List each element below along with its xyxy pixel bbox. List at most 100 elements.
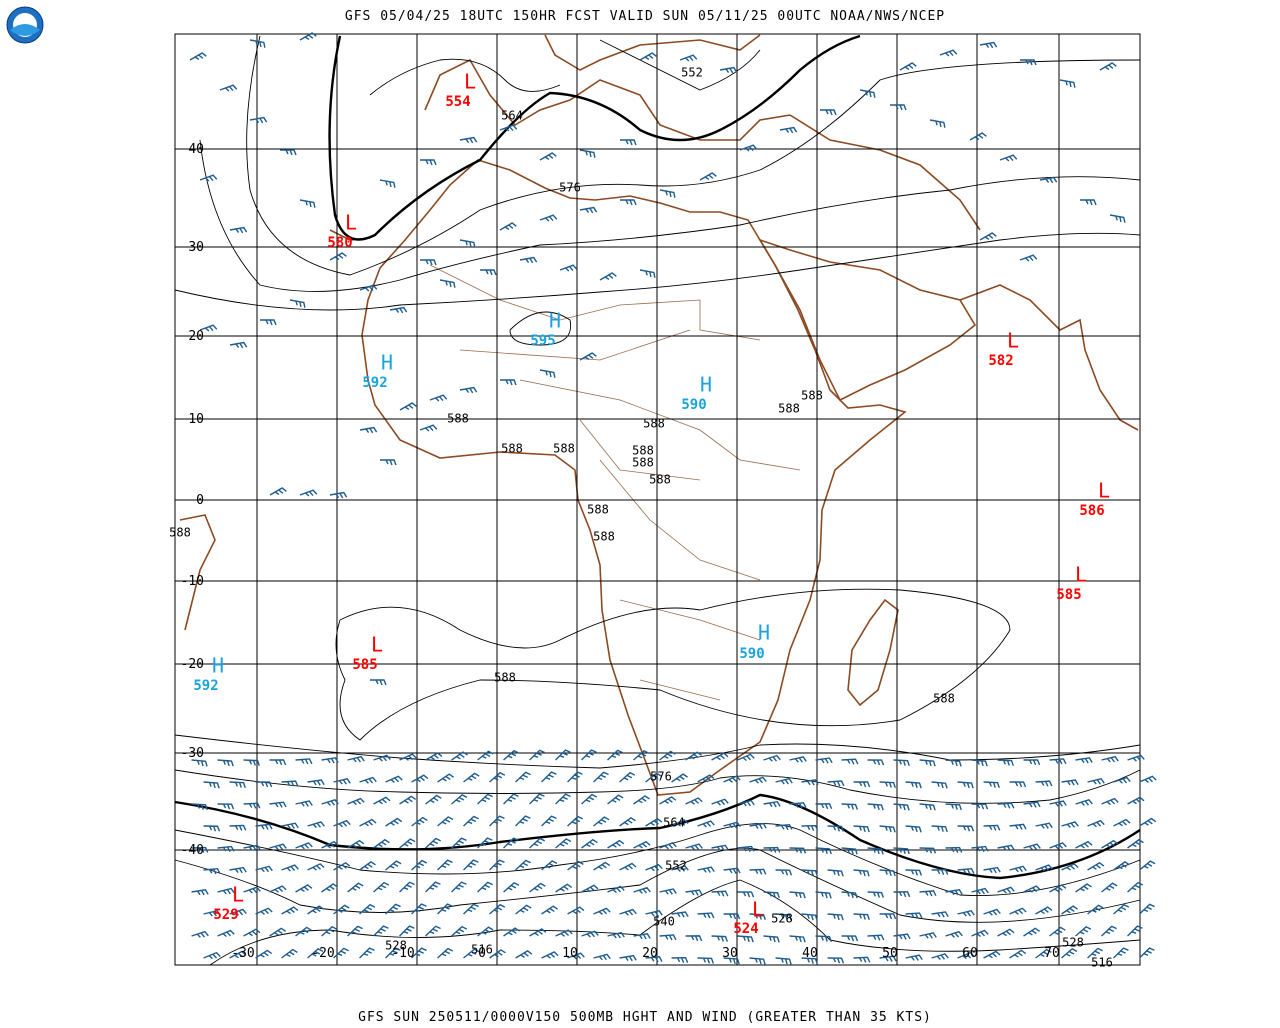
wind-barb	[633, 795, 650, 805]
barb-shape	[979, 232, 997, 241]
wind-barb	[420, 259, 437, 266]
wind-barb	[983, 866, 1001, 874]
barb-shape	[853, 781, 871, 788]
wind-barb	[515, 950, 533, 959]
barb-shape	[749, 913, 766, 920]
wind-barb	[827, 780, 845, 787]
wind-barb	[723, 913, 741, 920]
wind-barb	[459, 386, 478, 394]
wind-barb	[307, 821, 325, 829]
barb-shape	[229, 226, 248, 234]
wind-barb	[307, 905, 324, 915]
wind-barb	[979, 41, 998, 49]
barb-shape	[1035, 780, 1053, 787]
wind-barb	[971, 759, 988, 767]
wind-barb	[779, 126, 798, 134]
barb-shape	[1101, 797, 1119, 806]
barb-shape	[321, 925, 338, 937]
barb-shape	[379, 179, 396, 188]
barb-shape	[255, 907, 273, 915]
barb-shape	[281, 906, 299, 915]
barb-shape	[1101, 755, 1119, 763]
barb-shape	[1127, 925, 1143, 937]
wind-barb	[1127, 838, 1144, 849]
barb-shape	[579, 352, 597, 361]
wind-barb	[890, 104, 907, 111]
wind-barb	[801, 869, 818, 877]
wind-barb	[333, 947, 349, 959]
barb-shape	[1109, 214, 1126, 223]
barb-shape	[1023, 885, 1041, 893]
wind-barb	[633, 840, 651, 849]
barb-shape	[633, 933, 651, 940]
barb-shape	[255, 823, 273, 830]
wind-barb	[581, 749, 597, 761]
wind-barb	[997, 802, 1015, 809]
barb-shape	[879, 913, 897, 920]
barb-shape	[659, 888, 677, 895]
wind-barb	[477, 793, 493, 805]
wind-barb	[697, 866, 715, 873]
wind-barb	[329, 252, 347, 261]
latitude-label: 0	[196, 493, 204, 508]
barb-shape	[999, 154, 1018, 162]
barb-shape	[295, 758, 313, 765]
barb-shape	[329, 491, 348, 499]
wind-barb	[841, 758, 859, 765]
barb-shape	[307, 863, 325, 871]
longitude-label: 30	[722, 946, 738, 961]
wind-barb	[659, 750, 676, 761]
wind-barb	[1127, 881, 1144, 893]
wind-barb	[229, 226, 248, 234]
wind-barb	[370, 679, 387, 686]
barb-shape	[581, 884, 599, 893]
barb-shape	[503, 927, 520, 937]
barb-shape	[229, 781, 246, 789]
barb-shape	[243, 844, 261, 852]
wind-barb	[775, 913, 792, 921]
barb-shape	[499, 222, 517, 231]
wind-barb	[1035, 948, 1052, 959]
wind-barb	[385, 817, 403, 827]
barb-shape	[1009, 907, 1027, 915]
barb-shape	[957, 909, 975, 917]
wind-barb	[489, 815, 505, 827]
barb-shape	[879, 955, 897, 962]
barb-shape	[429, 394, 448, 402]
barb-shape	[389, 306, 408, 314]
wind-barb	[281, 864, 299, 872]
barb-shape	[619, 862, 637, 871]
contour-label: 588	[643, 417, 665, 431]
barb-shape	[619, 908, 637, 916]
wind-barb	[853, 781, 871, 788]
wind-barb	[659, 888, 677, 895]
wind-barb	[671, 865, 689, 872]
wind-barb	[971, 887, 989, 895]
pressure-center-letter: H	[758, 621, 770, 645]
wind-barb	[425, 837, 442, 849]
barb-shape	[697, 866, 715, 873]
barb-shape	[203, 951, 221, 960]
barb-shape	[827, 825, 845, 832]
barb-shape	[893, 759, 910, 767]
wind-barb	[593, 953, 611, 961]
wind-barb	[853, 956, 871, 963]
wind-barb	[307, 948, 324, 959]
barb-shape	[671, 773, 688, 783]
wind-barb	[249, 116, 268, 124]
wind-barb	[853, 913, 870, 920]
wind-barb	[217, 887, 235, 895]
wind-barb	[841, 935, 859, 942]
wind-barb	[333, 904, 350, 915]
barb-shape	[879, 825, 896, 833]
wind-barb	[229, 781, 246, 789]
wind-barb	[867, 759, 885, 766]
wind-barb	[489, 949, 506, 959]
wind-barb	[775, 777, 793, 785]
contour-label: 588	[632, 444, 654, 458]
barb-shape	[1087, 947, 1103, 959]
wind-barb	[763, 846, 781, 853]
wind-barb	[503, 927, 520, 937]
barb-shape	[359, 284, 378, 292]
